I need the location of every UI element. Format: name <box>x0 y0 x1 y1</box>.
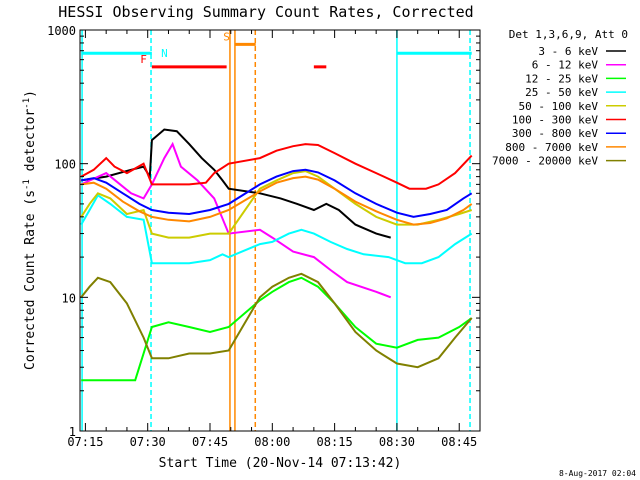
plot-area: N F S <box>80 30 473 431</box>
series-line-8 <box>80 272 473 369</box>
series-line-4 <box>80 170 473 239</box>
legend-label-6: 300 - 800 keV <box>512 127 598 140</box>
chart-title: HESSI Observing Summary Count Rates, Cor… <box>58 3 473 21</box>
x-tick-label-1: 07:30 <box>130 435 166 449</box>
axes: 07:15 07:30 07:45 08:00 08:15 08:30 08:45 1 10 10… <box>47 24 480 449</box>
x-tick-label-0: 07:15 <box>67 435 103 449</box>
flag-label-2: F <box>140 53 147 66</box>
x-axis-label: Start Time (20-Nov-14 07:13:42) <box>159 456 402 471</box>
legend-label-8: 7000 - 20000 keV <box>492 155 598 168</box>
series-line-1 <box>80 141 392 299</box>
series-line-2 <box>81 276 473 382</box>
series-line-7 <box>81 175 473 226</box>
legend-label-7: 800 - 7000 keV <box>505 141 598 154</box>
y-tick-label-1: 10 <box>62 291 76 305</box>
x-tick-label-3: 08:00 <box>254 435 290 449</box>
x-tick-label-4: 08:15 <box>317 435 353 449</box>
legend-title: Det 1,3,6,9, Att 0 <box>509 28 628 41</box>
series-line-3 <box>80 193 473 265</box>
x-tick-label-2: 07:45 <box>192 435 228 449</box>
legend-label-2: 12 - 25 keV <box>525 72 598 85</box>
series-line-5 <box>80 143 473 190</box>
flag-label-3: S <box>223 30 230 43</box>
legend-label-1: 6 - 12 keV <box>532 59 599 72</box>
series-line-6 <box>81 168 473 218</box>
x-tick-label-5: 08:30 <box>379 435 415 449</box>
x-tick-label-6: 08:45 <box>441 435 477 449</box>
plot-frame <box>79 29 481 432</box>
legend-label-3: 25 - 50 keV <box>525 86 598 99</box>
legend-label-5: 100 - 300 keV <box>512 114 598 127</box>
legend-label-0: 3 - 6 keV <box>538 45 598 58</box>
y-axis-label: Corrected Count Rate (s-1 detector-1) <box>22 90 38 370</box>
flag-label-1: N <box>161 47 168 60</box>
y-tick-label-3: 1000 <box>47 24 76 38</box>
timestamp: 8-Aug-2017 02:04 <box>559 469 636 478</box>
y-tick-label-0: 1 <box>69 425 76 439</box>
legend-label-4: 50 - 100 keV <box>519 100 599 113</box>
series-line-0 <box>81 128 391 239</box>
y-tick-label-2: 100 <box>54 158 76 172</box>
